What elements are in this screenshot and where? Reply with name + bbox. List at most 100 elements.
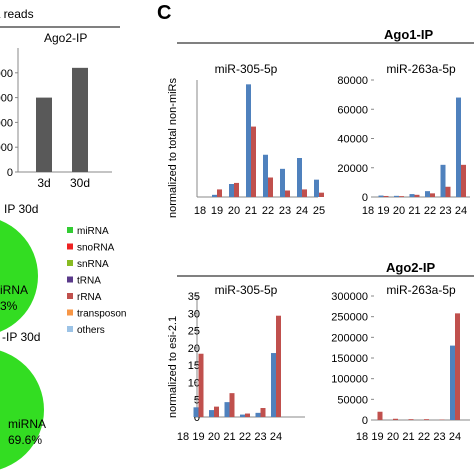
legend-swatch-tRNA: [67, 276, 73, 283]
bar-red-3-20: [393, 418, 398, 420]
chart-x-tick-label-0: 24: [296, 205, 308, 217]
left-x-tick-label: 3d: [37, 176, 50, 190]
left-y-tick-label: 0: [7, 167, 13, 179]
chart-title-1: miR-263a-5p: [386, 62, 456, 76]
chart-y-tick-label-3: 250000: [331, 312, 368, 324]
chart-title-0: miR-305-5p: [215, 62, 278, 76]
chart-x-tick-label-3: 21: [402, 431, 414, 443]
pie1-title: IP 30d: [4, 202, 38, 216]
chart-x-tick-label-1: 21: [408, 205, 420, 217]
bar-red-1-24: [461, 164, 466, 197]
legend-swatch-snoRNA: [67, 243, 73, 250]
chart-title-2: miR-305-5p: [215, 283, 278, 297]
chart-x-tick-label-1: 23: [439, 205, 451, 217]
chart-y-tick-label-3: 0: [362, 415, 368, 427]
bar-red-2-22: [245, 413, 250, 417]
bar-blue-0-20: [229, 184, 234, 197]
bar-blue-0-23: [280, 168, 285, 197]
pie2-pct: 69.6%: [8, 433, 42, 447]
bar-blue-1-19: [378, 195, 384, 197]
bar-red-0-19: [217, 189, 222, 197]
chart-y-tick-label-3: 200000: [331, 332, 368, 344]
pie2-label: miRNA: [8, 417, 46, 431]
ago1-title: Ago1-IP: [384, 27, 433, 42]
chart-x-tick-label-3: 24: [449, 431, 461, 443]
ago2-bar-title: Ago2-IP: [44, 31, 87, 45]
bar-red-1-20: [399, 196, 404, 197]
legend-label-miRNA: miRNA: [77, 226, 109, 237]
chart-y-tick-label-2: 5: [194, 395, 200, 407]
bar-blue-2-24: [271, 353, 276, 417]
bar-blue-1-23: [440, 164, 446, 197]
chart-x-tick-label-2: 19: [192, 431, 204, 443]
bar-blue-0-22: [263, 154, 268, 197]
bar-red-2-24: [276, 315, 281, 417]
bar-red-2-20: [214, 406, 219, 417]
chart-x-tick-label-1: 22: [424, 205, 436, 217]
legend-swatch-miRNA: [67, 227, 73, 233]
bar-red-3-22: [424, 419, 429, 420]
bar-blue-0-24: [297, 158, 302, 197]
legend-label-others: others: [77, 325, 105, 336]
left-y-tick-label: 8000: [0, 68, 13, 80]
bar-red-0-23: [285, 190, 290, 197]
legend-label-snRNA: snRNA: [77, 259, 109, 270]
legend-swatch-others: [67, 326, 73, 332]
chart-x-tick-label-2: 23: [254, 431, 266, 443]
bar-red-1-21: [414, 194, 420, 197]
bar-blue-2-21: [224, 402, 230, 417]
chart-title-3: miR-263a-5p: [386, 283, 456, 297]
chart-x-tick-label-0: 22: [262, 205, 274, 217]
chart-x-tick-label-1: 19: [377, 205, 389, 217]
bar-red-3-21: [408, 419, 414, 420]
chart-x-tick-label-0: 18: [194, 205, 206, 217]
left-bar-chart: 8000 6000 4000 2000 0 3d 30d: [0, 48, 112, 190]
chart-x-tick-label-2: 20: [208, 431, 220, 443]
chart-x-tick-label-0: 20: [228, 205, 240, 217]
chart-y-tick-label-1: 40000: [337, 134, 368, 146]
chart-x-tick-label-2: 21: [223, 431, 235, 443]
chart-y-tick-label-1: 0: [362, 192, 368, 204]
pie1-label: iRNA: [0, 283, 28, 297]
bar-red-3-24: [455, 313, 460, 420]
chart-x-tick-label-0: 23: [279, 205, 291, 217]
chart-y-tick-label-2: 10: [188, 377, 200, 389]
left-y-tick-label: 6000: [0, 93, 13, 105]
chart-x-tick-label-3: 19: [371, 431, 383, 443]
bar-blue-3-24: [450, 345, 455, 420]
bar-red-2-21: [229, 393, 235, 417]
left-y-tick-label: 2000: [0, 142, 13, 154]
chart-x-tick-label-2: 24: [270, 431, 282, 443]
bar-blue-2-19: [193, 407, 199, 417]
pie1-pct: 3%: [0, 299, 18, 313]
legend-label-transposon: transposon: [77, 309, 126, 320]
ago2-ylabel: normalized to esi-2.1: [167, 316, 179, 418]
legend-label-snoRNA: snoRNA: [77, 243, 115, 254]
bar-blue-2-20: [209, 410, 214, 417]
bar-red-0-22: [268, 177, 273, 197]
chart-y-tick-label-2: 35: [188, 291, 200, 303]
chart-y-tick-label-2: 25: [188, 326, 200, 338]
chart-x-tick-label-0: 19: [211, 205, 223, 217]
chart-x-tick-label-2: 22: [239, 431, 251, 443]
bar-blue-1-20: [394, 195, 399, 197]
legend-label-tRNA: tRNA: [77, 276, 101, 287]
pie-legend: miRNA snoRNA snRNA tRNA rRNA transposon others: [67, 226, 126, 336]
left-bar-3d: [36, 97, 52, 172]
bar-red-0-24: [302, 189, 307, 197]
ago2-title: Ago2-IP: [386, 260, 435, 275]
chart-y-tick-label-3: 300000: [331, 291, 368, 303]
bar-blue-1-24: [456, 97, 461, 197]
chart-x-tick-label-1: 20: [393, 205, 405, 217]
pie2-title: -IP 30d: [2, 330, 40, 344]
chart-x-tick-label-1: 24: [455, 205, 467, 217]
bar-red-1-22: [430, 193, 435, 197]
chart-y-tick-label-2: 0: [194, 412, 200, 424]
chart-x-tick-label-2: 18: [177, 431, 189, 443]
bar-red-0-20: [234, 182, 239, 197]
bar-blue-0-21: [246, 84, 251, 197]
bar-blue-1-21: [409, 194, 415, 197]
bar-blue-1-22: [425, 191, 430, 197]
